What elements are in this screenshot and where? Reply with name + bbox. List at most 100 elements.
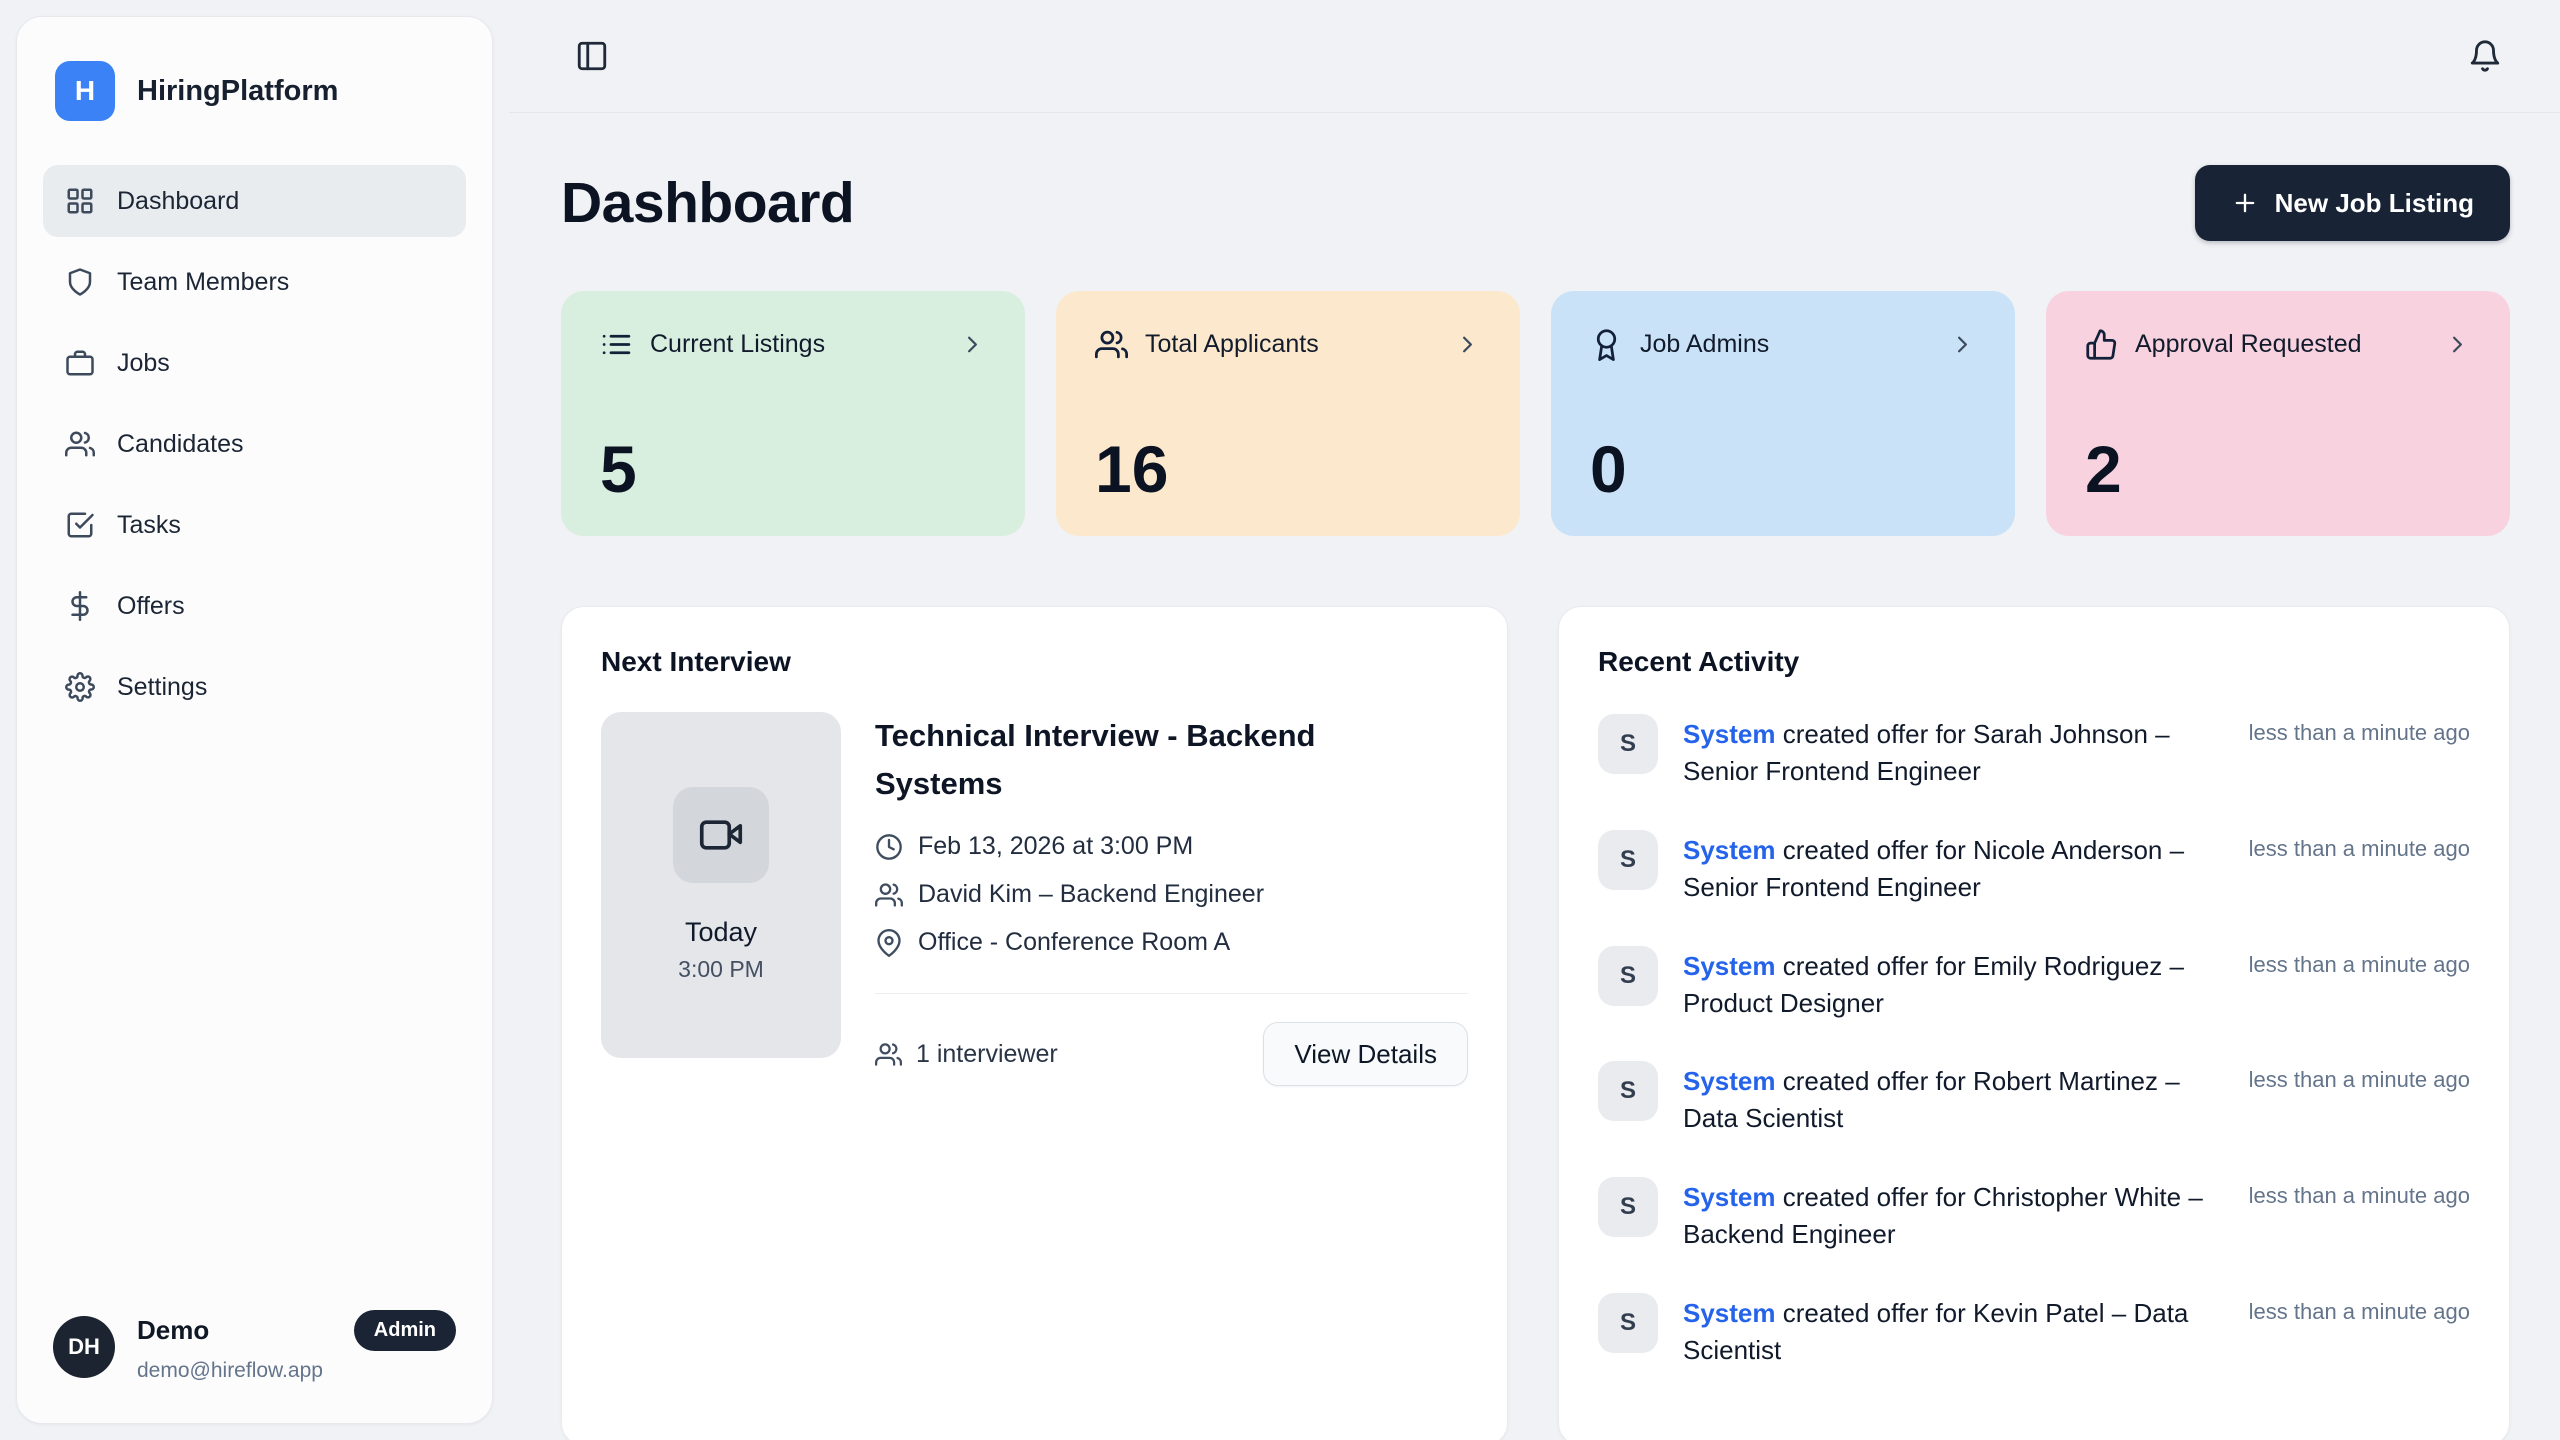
divider: [875, 993, 1468, 995]
sidebar-item-offers[interactable]: Offers: [43, 570, 466, 642]
sidebar-item-label: Offers: [117, 591, 185, 620]
avatar: S: [1598, 1061, 1658, 1122]
interview-datetime-row: Feb 13, 2026 at 3:00 PM: [875, 832, 1468, 861]
activity-actor-link[interactable]: System: [1683, 950, 1776, 981]
interview-person-row: David Kim – Backend Engineer: [875, 880, 1468, 909]
sidebar-item-jobs[interactable]: Jobs: [43, 327, 466, 399]
topbar: [509, 0, 2560, 113]
app-name: HiringPlatform: [137, 74, 339, 107]
activity-actor-link[interactable]: System: [1683, 834, 1776, 865]
activity-description: System created offer for Nicole Anderson…: [1683, 830, 2224, 906]
stat-card-approval-requested[interactable]: Approval Requested 2: [2046, 291, 2510, 536]
activity-text: created offer for Kevin Patel – Data Sci…: [1683, 1298, 2189, 1365]
interview-person: David Kim – Backend Engineer: [918, 880, 1265, 909]
stat-label: Total Applicants: [1145, 330, 1319, 358]
content: Dashboard New Job Listing Current Listin…: [509, 113, 2560, 1440]
avatar: S: [1598, 945, 1658, 1006]
users-icon: [875, 881, 903, 909]
plus-icon: [2235, 193, 2254, 213]
stat-value: 0: [1590, 432, 1627, 506]
activity-text: created offer for Robert Martinez – Data…: [1683, 1066, 2180, 1134]
dollar-icon: [65, 591, 95, 621]
view-details-button[interactable]: View Details: [1263, 1022, 1468, 1087]
user-name: Demo: [137, 1315, 210, 1345]
interviewer-count-label: 1 interviewer: [916, 1039, 1058, 1068]
activity-description: System created offer for Robert Martinez…: [1683, 1061, 2224, 1137]
sidebar-item-label: Tasks: [117, 510, 181, 539]
avatar: S: [1598, 829, 1658, 890]
chevron-right-icon[interactable]: [1949, 331, 1976, 358]
panels-row: Next Interview Today 3:00 PM Technical I…: [561, 606, 2510, 1440]
activity-description: System created offer for Sarah Johnson –…: [1683, 714, 2224, 790]
user-meta: Demo Admin demo@hireflow.app: [137, 1310, 456, 1383]
interview-day: Today: [684, 917, 758, 947]
activity-actor-link[interactable]: System: [1683, 1182, 1776, 1213]
sidebar-toggle-icon[interactable]: [575, 39, 609, 73]
stat-label: Approval Requested: [2135, 330, 2362, 358]
activity-actor-link[interactable]: System: [1683, 1298, 1776, 1329]
activity-item: S System created offer for Emily Rodrigu…: [1598, 945, 2470, 1022]
shield-icon: [65, 267, 95, 297]
sidebar-nav: Dashboard Team Members Jobs Candidates T…: [43, 165, 466, 723]
interview-info: Technical Interview - Backend Systems Fe…: [875, 712, 1468, 1087]
stat-card-current-listings[interactable]: Current Listings 5: [561, 291, 1025, 536]
next-interview-panel: Next Interview Today 3:00 PM Technical I…: [561, 606, 1508, 1440]
new-job-listing-button[interactable]: New Job Listing: [2194, 165, 2510, 241]
activity-text: created offer for Nicole Anderson – Seni…: [1683, 834, 2185, 902]
activity-description: System created offer for Kevin Patel – D…: [1683, 1293, 2224, 1369]
brand: H HiringPlatform: [43, 51, 466, 165]
activity-timestamp: less than a minute ago: [2248, 1183, 2470, 1209]
check-square-icon: [65, 510, 95, 540]
panel-title: Next Interview: [601, 646, 791, 677]
recent-activity-panel: Recent Activity S System created offer f…: [1558, 606, 2510, 1440]
activity-actor-link[interactable]: System: [1683, 1066, 1776, 1097]
activity-text: created offer for Christopher White – Ba…: [1683, 1182, 2203, 1250]
sidebar-item-label: Settings: [117, 672, 208, 701]
stat-card-total-applicants[interactable]: Total Applicants 16: [1056, 291, 1520, 536]
list-icon: [600, 328, 633, 361]
gear-icon: [65, 672, 95, 702]
stat-value: 5: [600, 432, 637, 506]
activity-list: S System created offer for Sarah Johnson…: [1598, 714, 2470, 1409]
activity-timestamp: less than a minute ago: [2248, 835, 2470, 861]
stat-label: Job Admins: [1640, 330, 1770, 358]
interview-location-row: Office - Conference Room A: [875, 928, 1468, 957]
stat-card-job-admins[interactable]: Job Admins 0: [1551, 291, 2015, 536]
app-logo: H: [55, 61, 115, 121]
interview-location: Office - Conference Room A: [918, 928, 1231, 957]
activity-text: created offer for Sarah Johnson – Senior…: [1683, 719, 2170, 786]
chevron-right-icon[interactable]: [959, 331, 986, 358]
sidebar-item-team-members[interactable]: Team Members: [43, 246, 466, 318]
avatar: S: [1598, 1293, 1658, 1354]
users-icon: [65, 429, 95, 459]
interview-datetime: Feb 13, 2026 at 3:00 PM: [918, 832, 1194, 861]
activity-item: S System created offer for Sarah Johnson…: [1598, 714, 2470, 790]
sidebar-item-candidates[interactable]: Candidates: [43, 408, 466, 480]
bell-icon[interactable]: [2468, 39, 2502, 73]
panel-title: Recent Activity: [1598, 646, 1800, 677]
sidebar-item-label: Jobs: [117, 348, 170, 377]
sidebar-item-tasks[interactable]: Tasks: [43, 489, 466, 561]
activity-text: created offer for Emily Rodriguez – Prod…: [1683, 950, 2184, 1018]
sidebar-item-settings[interactable]: Settings: [43, 651, 466, 723]
activity-item: S System created offer for Kevin Patel –…: [1598, 1293, 2470, 1369]
users-icon: [875, 1041, 902, 1068]
activity-timestamp: less than a minute ago: [2248, 951, 2470, 977]
avatar: DH: [53, 1315, 115, 1378]
user-block[interactable]: DH Demo Admin demo@hireflow.app: [43, 1310, 466, 1383]
sidebar-item-label: Candidates: [117, 429, 244, 458]
chevron-right-icon[interactable]: [1454, 331, 1481, 358]
stat-value: 16: [1095, 432, 1169, 506]
interview-time: 3:00 PM: [678, 956, 764, 982]
activity-timestamp: less than a minute ago: [2248, 1067, 2470, 1093]
map-pin-icon: [875, 928, 903, 957]
new-job-listing-label: New Job Listing: [2274, 187, 2474, 218]
award-icon: [1590, 328, 1623, 361]
activity-actor-link[interactable]: System: [1683, 719, 1776, 749]
users-icon: [1095, 328, 1128, 361]
chevron-right-icon[interactable]: [2444, 331, 2471, 358]
thumbs-up-icon: [2085, 328, 2118, 361]
interview-card: Today 3:00 PM Technical Interview - Back…: [601, 712, 1468, 1087]
sidebar-item-dashboard[interactable]: Dashboard: [43, 165, 466, 237]
